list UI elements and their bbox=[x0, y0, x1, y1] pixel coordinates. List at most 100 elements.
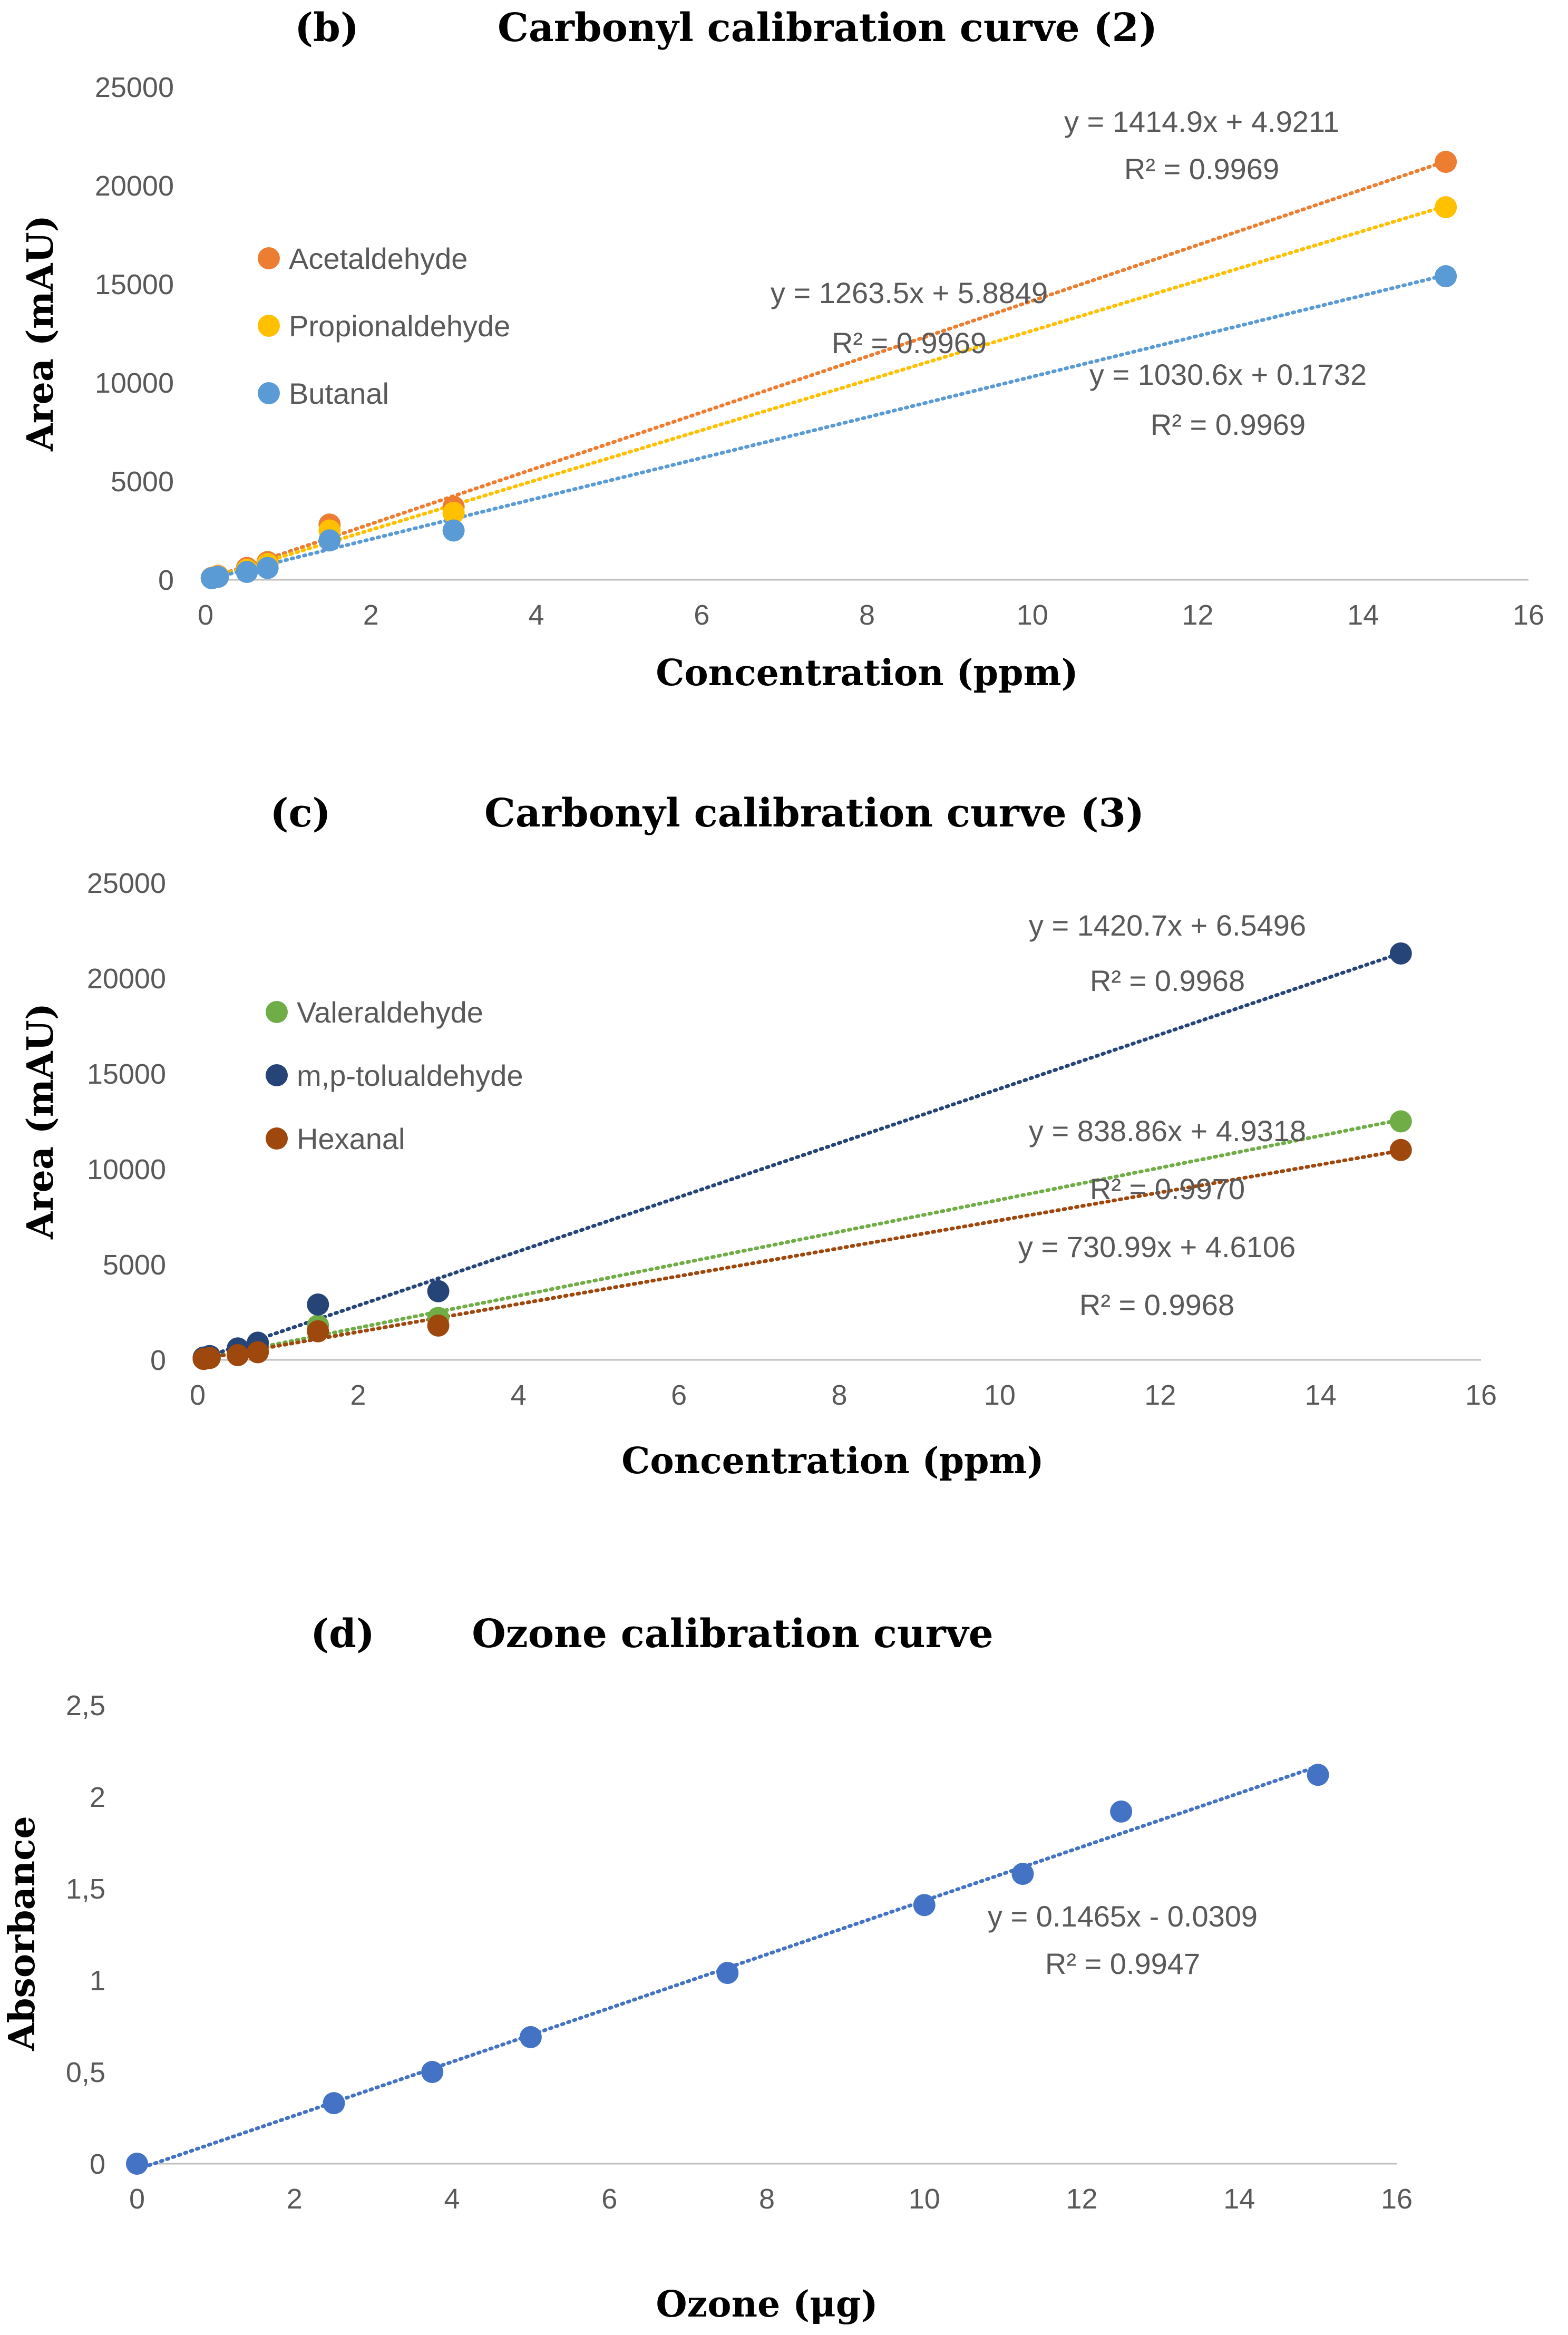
trendline-acetaldehyde bbox=[210, 159, 1448, 580]
trendline-butanal bbox=[210, 273, 1448, 580]
y-axis-label: Absorbance bbox=[1, 1816, 43, 2051]
data-point-m-p-tolualdehyde bbox=[307, 1293, 329, 1316]
panel-label: (b) bbox=[295, 5, 359, 51]
legend-label-valeraldehyde: Valeraldehyde bbox=[297, 996, 483, 1029]
y-tick-label: 0 bbox=[90, 2148, 105, 2180]
y-tick-label: 0 bbox=[158, 565, 174, 596]
data-point-butanal bbox=[1435, 265, 1457, 288]
x-tick-label: 10 bbox=[984, 1379, 1016, 1411]
x-tick-label: 2 bbox=[363, 599, 379, 631]
x-tick-label: 8 bbox=[859, 599, 875, 631]
panel-label: (d) bbox=[310, 1611, 375, 1657]
x-tick-label: 10 bbox=[1017, 599, 1048, 631]
chart-panel-b: (b) Carbonyl calibration curve (2) 0 5000 10… bbox=[20, 5, 1544, 694]
y-tick-label: 20000 bbox=[95, 170, 174, 202]
data-point-ozone bbox=[519, 2026, 542, 2048]
y-tick-label: 15000 bbox=[95, 269, 174, 300]
data-point-acetaldehyde bbox=[1435, 151, 1457, 173]
x-tick-label: 4 bbox=[444, 2183, 460, 2215]
chart-title: Carbonyl calibration curve (3) bbox=[484, 791, 1144, 836]
x-tick-label: 6 bbox=[671, 1379, 687, 1411]
x-tick-label: 14 bbox=[1347, 599, 1379, 631]
trendline-r2: R² = 0.9969 bbox=[1151, 408, 1306, 441]
data-point-m-p-tolualdehyde bbox=[1389, 942, 1412, 965]
chart-panel-c: (c) Carbonyl calibration curve (3) 0 5000 10… bbox=[20, 791, 1497, 1482]
data-point-valeraldehyde bbox=[1389, 1110, 1412, 1133]
y-tick-label: 0,5 bbox=[66, 2057, 105, 2088]
x-tick-label: 12 bbox=[1182, 599, 1213, 631]
trendline-m-p-tolualdehyde bbox=[201, 951, 1403, 1360]
x-tick-label: 10 bbox=[909, 2183, 940, 2215]
x-tick-label: 6 bbox=[601, 2183, 617, 2215]
trendline-r2: R² = 0.9969 bbox=[832, 326, 987, 359]
trendline-r2: R² = 0.9970 bbox=[1090, 1172, 1245, 1205]
chart-title: Carbonyl calibration curve (2) bbox=[498, 5, 1157, 51]
data-point-ozone bbox=[323, 2092, 345, 2115]
data-point-ozone bbox=[1307, 1764, 1329, 1786]
data-point-hexanal bbox=[427, 1314, 450, 1337]
trendline-r2: R² = 0.9969 bbox=[1124, 152, 1279, 186]
legend-marker-propionaldehyde bbox=[258, 315, 280, 337]
legend-label-acetaldehyde: Acetaldehyde bbox=[289, 242, 468, 275]
x-tick-label: 14 bbox=[1305, 1379, 1337, 1411]
legend-marker-m-p-tolualdehyde bbox=[266, 1064, 288, 1086]
x-tick-label: 16 bbox=[1465, 1379, 1497, 1411]
x-tick-label: 0 bbox=[190, 1379, 206, 1411]
x-tick-label: 0 bbox=[129, 2183, 145, 2215]
data-point-hexanal bbox=[227, 1344, 249, 1366]
trendline-r2: R² = 0.9968 bbox=[1079, 1288, 1234, 1321]
trendline-hexanal bbox=[201, 1149, 1403, 1361]
panel-label: (c) bbox=[270, 791, 330, 836]
data-point-hexanal bbox=[1389, 1139, 1412, 1161]
x-tick-label: 0 bbox=[198, 599, 213, 631]
trendline-r2: R² = 0.9947 bbox=[1045, 1947, 1200, 1980]
data-point-ozone bbox=[1110, 1800, 1133, 1823]
legend-marker-butanal bbox=[258, 382, 280, 404]
x-tick-label: 6 bbox=[694, 599, 709, 631]
y-tick-label: 5000 bbox=[111, 466, 174, 498]
trendline-valeraldehyde bbox=[201, 1117, 1403, 1361]
x-axis-label: Concentration (ppm) bbox=[656, 652, 1078, 694]
legend-label-propionaldehyde: Propionaldehyde bbox=[289, 309, 510, 343]
x-tick-label: 12 bbox=[1144, 1379, 1176, 1411]
y-axis-label: Area (mAU) bbox=[20, 215, 62, 452]
legend-label-butanal: Butanal bbox=[289, 377, 389, 410]
y-tick-label: 2,5 bbox=[66, 1690, 105, 1721]
data-point-m-p-tolualdehyde bbox=[427, 1280, 450, 1302]
data-point-butanal bbox=[236, 561, 258, 583]
x-axis-label: Ozone (μg) bbox=[656, 2283, 878, 2326]
x-tick-label: 4 bbox=[511, 1379, 527, 1411]
trendline-equation: y = 730.99x + 4.6106 bbox=[1018, 1230, 1296, 1263]
trendline-equation: y = 838.86x + 4.9318 bbox=[1029, 1114, 1306, 1147]
x-tick-label: 8 bbox=[831, 1379, 847, 1411]
x-axis-label: Concentration (ppm) bbox=[621, 1440, 1044, 1482]
legend-marker-acetaldehyde bbox=[258, 247, 280, 269]
trendline-r2: R² = 0.9968 bbox=[1090, 964, 1245, 997]
y-tick-label: 0 bbox=[150, 1345, 166, 1376]
data-point-propionaldehyde bbox=[442, 501, 465, 524]
trendline-propionaldehyde bbox=[210, 204, 1448, 580]
x-tick-label: 16 bbox=[1513, 599, 1544, 631]
data-point-hexanal bbox=[198, 1347, 221, 1369]
y-tick-label: 10000 bbox=[95, 367, 174, 399]
x-tick-label: 14 bbox=[1223, 2183, 1255, 2215]
y-axis-label: Area (mAU) bbox=[20, 1003, 62, 1240]
data-point-ozone bbox=[1011, 1863, 1034, 1885]
data-point-propionaldehyde bbox=[1435, 196, 1457, 219]
data-point-butanal bbox=[207, 566, 229, 588]
data-point-butanal bbox=[256, 557, 279, 579]
x-tick-label: 8 bbox=[759, 2183, 775, 2215]
legend-label-hexanal: Hexanal bbox=[297, 1122, 405, 1155]
y-tick-label: 1,5 bbox=[66, 1873, 105, 1905]
x-tick-label: 2 bbox=[287, 2183, 303, 2215]
trendline-equation: y = 1030.6x + 0.1732 bbox=[1089, 358, 1367, 391]
data-point-ozone bbox=[421, 2061, 444, 2083]
y-tick-label: 1 bbox=[90, 1965, 105, 1997]
y-tick-label: 10000 bbox=[87, 1154, 166, 1185]
x-tick-label: 12 bbox=[1066, 2183, 1097, 2215]
legend-label-m-p-tolualdehyde: m,p-tolualdehyde bbox=[297, 1059, 523, 1092]
data-point-hexanal bbox=[247, 1341, 269, 1364]
trendline-equation: y = 0.1465x - 0.0309 bbox=[988, 1900, 1258, 1933]
